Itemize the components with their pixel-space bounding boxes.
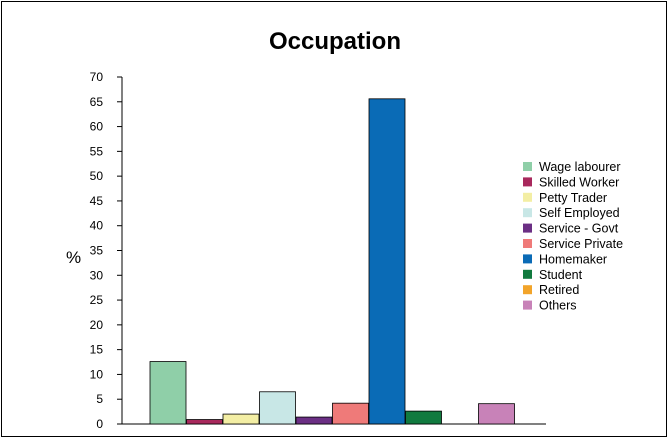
y-tick-label: 60: [90, 120, 104, 134]
y-tick-label: 10: [90, 367, 104, 381]
legend-swatch: [523, 269, 532, 279]
legend-label: Self Employed: [539, 206, 620, 220]
bar-wage-labourer: [149, 361, 187, 425]
y-tick-label: 30: [90, 268, 104, 282]
y-tick-label: 0: [96, 417, 103, 431]
y-axis-label: %: [66, 248, 81, 267]
y-tick-label: 35: [90, 244, 104, 258]
y-tick-label: 40: [90, 219, 104, 233]
legend-label: Service Private: [539, 237, 623, 251]
legend-label: Wage labourer: [539, 160, 621, 174]
y-tick-label: 70: [90, 70, 104, 84]
y-tick-label: 50: [90, 169, 104, 183]
bar-service-private: [332, 402, 369, 425]
y-tick-label: 5: [96, 392, 103, 406]
bar-homemaker: [368, 98, 406, 425]
legend-label: Service - Govt: [539, 222, 619, 236]
y-tick-label: 55: [90, 144, 104, 158]
bar-others: [478, 403, 515, 425]
y-tick-label: 45: [90, 194, 104, 208]
legend-label: Skilled Worker: [539, 175, 619, 189]
y-tick-label: 15: [90, 343, 104, 357]
legend-swatch: [523, 254, 532, 264]
legend-swatch: [523, 285, 532, 295]
legend-swatch: [523, 223, 532, 233]
bar-student: [405, 410, 442, 425]
chart-bars: [149, 98, 515, 425]
legend-label: Others: [539, 299, 577, 313]
legend-swatch: [523, 192, 532, 202]
bar-self-employed: [259, 391, 296, 425]
y-tick-label: 65: [90, 95, 104, 109]
legend-label: Homemaker: [539, 252, 607, 266]
legend-label: Student: [539, 268, 583, 282]
legend-swatch: [523, 162, 532, 171]
chart-axes: 0 5 10 15 20 25 30 35 40 45 50 55 60 65 70%: [66, 70, 546, 431]
bar-petty-trader: [222, 413, 260, 425]
bar-service-govt: [295, 416, 333, 425]
legend-label: Retired: [539, 283, 579, 297]
legend-swatch: [523, 177, 532, 187]
legend-swatch: [523, 239, 532, 248]
legend-swatch: [523, 300, 532, 310]
legend-swatch: [523, 208, 532, 218]
chart-title: Occupation: [268, 28, 401, 55]
legend-label: Petty Trader: [539, 191, 607, 205]
y-tick-label: 25: [90, 293, 104, 307]
y-tick-label: 20: [90, 318, 104, 332]
bar-skilled-worker: [186, 419, 223, 425]
